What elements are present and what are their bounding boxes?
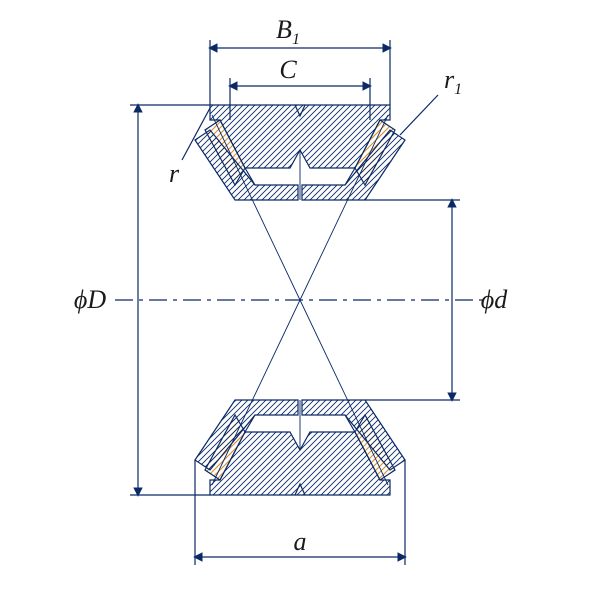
leader-r1 bbox=[400, 95, 438, 135]
label-phid: ϕd bbox=[481, 285, 508, 314]
dim-B1 bbox=[210, 40, 390, 105]
label-r1: r1 bbox=[444, 65, 462, 98]
bearing-cross-section-diagram: B1 C r r1 ϕD ϕd a bbox=[0, 0, 600, 600]
label-a: a bbox=[294, 527, 307, 556]
label-B1: B1 bbox=[276, 15, 300, 48]
label-C: C bbox=[279, 55, 297, 84]
label-phiD: ϕD bbox=[74, 285, 106, 314]
label-r: r bbox=[169, 159, 180, 188]
